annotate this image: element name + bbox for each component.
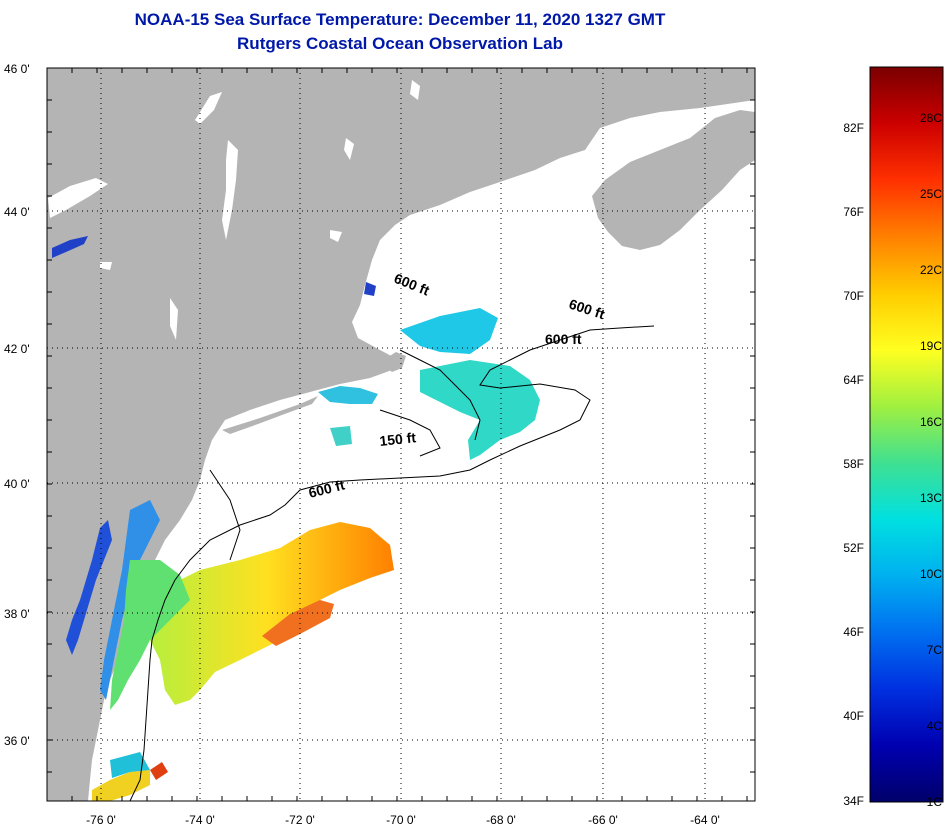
lon-label: -74 0' bbox=[185, 813, 215, 827]
sst-nantucket bbox=[318, 386, 378, 404]
color-scale-bar bbox=[869, 66, 944, 803]
lon-label: -64 0' bbox=[690, 813, 720, 827]
celsius-label: 7C bbox=[927, 643, 943, 657]
celsius-label: 4C bbox=[927, 719, 943, 733]
celsius-label: 25C bbox=[920, 187, 942, 201]
map-title: NOAA-15 Sea Surface Temperature: Decembe… bbox=[134, 10, 666, 29]
fahrenheit-label: 64F bbox=[843, 373, 864, 387]
celsius-label: 10C bbox=[920, 567, 942, 581]
lon-label: -70 0' bbox=[386, 813, 416, 827]
lake-ontario bbox=[52, 236, 88, 258]
sst-hatteras-warm bbox=[92, 770, 150, 801]
sst-gulf-of-maine bbox=[400, 308, 498, 354]
contour-label: 150 ft bbox=[379, 429, 417, 449]
celsius-label: 1C bbox=[927, 795, 943, 809]
fahrenheit-labels: 82F 76F 70F 64F 58F 52F 46F 40F 34F bbox=[843, 121, 864, 808]
land-north-america bbox=[47, 68, 755, 801]
land-nova-scotia bbox=[592, 110, 755, 250]
celsius-label: 19C bbox=[920, 339, 942, 353]
celsius-label: 22C bbox=[920, 263, 942, 277]
fahrenheit-label: 40F bbox=[843, 709, 864, 723]
fahrenheit-label: 76F bbox=[843, 205, 864, 219]
frame-ticks bbox=[46, 67, 755, 801]
sst-georges-bank bbox=[420, 360, 540, 460]
bathymetry-contours bbox=[129, 325, 655, 801]
sst-hatteras-cool bbox=[110, 752, 150, 778]
sst-maine-coast-cold bbox=[364, 282, 376, 296]
sst-gulf-stream-edge bbox=[262, 600, 334, 646]
land-long-island bbox=[222, 396, 318, 434]
latitude-labels: 46 0' 44 0' 42 0' 40 0' 38 0' 36 0' bbox=[4, 62, 30, 748]
sst-hatteras-hot bbox=[150, 762, 168, 780]
sst-shelf-patch bbox=[330, 426, 352, 446]
inland-lakes bbox=[48, 80, 420, 340]
fahrenheit-label: 58F bbox=[843, 457, 864, 471]
lon-label: -72 0' bbox=[285, 813, 315, 827]
delaware-bay bbox=[100, 500, 160, 700]
lat-label: 44 0' bbox=[4, 205, 30, 219]
fahrenheit-label: 82F bbox=[843, 121, 864, 135]
fahrenheit-label: 46F bbox=[843, 625, 864, 639]
lat-label: 46 0' bbox=[4, 62, 30, 76]
lat-label: 36 0' bbox=[4, 734, 30, 748]
lon-label: -68 0' bbox=[486, 813, 516, 827]
fahrenheit-label: 52F bbox=[843, 541, 864, 555]
land-cape-cod bbox=[380, 352, 406, 372]
lon-label: -66 0' bbox=[588, 813, 618, 827]
celsius-label: 16C bbox=[920, 415, 942, 429]
lat-lon-grid bbox=[47, 68, 755, 801]
contour-label: 600 ft bbox=[545, 331, 582, 347]
longitude-labels: -76 0' -74 0' -72 0' -70 0' -68 0' -66 0… bbox=[86, 813, 720, 827]
celsius-labels: 28C 25C 22C 19C 16C 13C 10C 7C 4C 1C bbox=[920, 111, 942, 809]
fahrenheit-label: 34F bbox=[843, 794, 864, 808]
lat-label: 38 0' bbox=[4, 607, 30, 621]
fahrenheit-label: 70F bbox=[843, 289, 864, 303]
celsius-label: 28C bbox=[920, 111, 942, 125]
lat-label: 42 0' bbox=[4, 342, 30, 356]
map-subtitle: Rutgers Coastal Ocean Observation Lab bbox=[237, 34, 563, 53]
celsius-label: 13C bbox=[920, 491, 942, 505]
lat-label: 40 0' bbox=[4, 477, 30, 491]
sst-shelf-cool bbox=[110, 560, 190, 710]
lon-label: -76 0' bbox=[86, 813, 116, 827]
